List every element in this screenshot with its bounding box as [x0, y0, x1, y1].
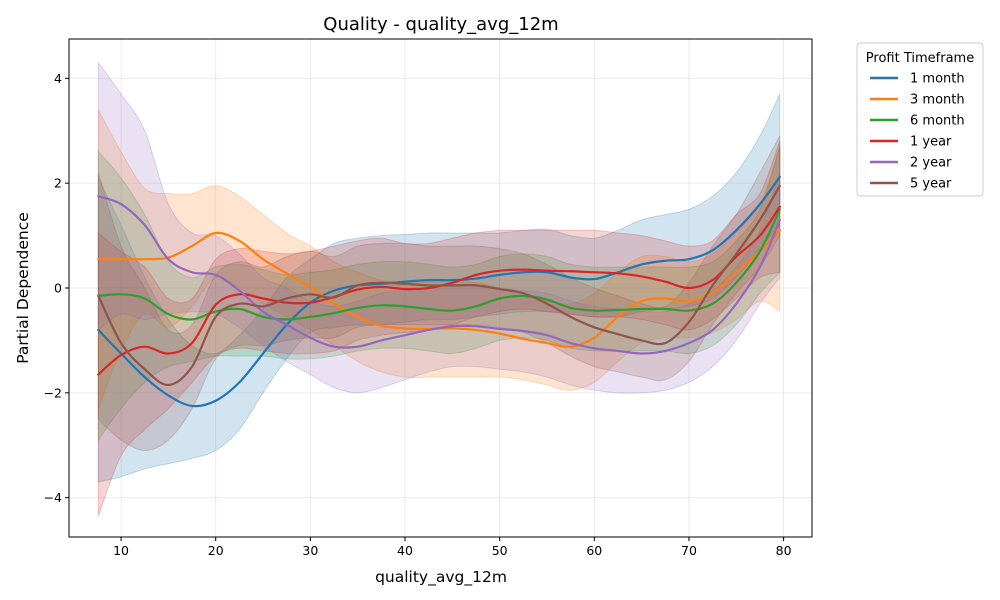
series-line-6-month: [97, 208, 781, 321]
x-tick-label: 40: [397, 543, 413, 558]
legend-title: Profit Timeframe: [866, 51, 974, 66]
series-line-5-year: [97, 184, 781, 387]
y-axis-ticks: −4 −2 0 2 4: [44, 71, 69, 505]
x-axis-ticks: 10 20 30 40 50 60 70 80: [113, 537, 792, 558]
series-line-1-month: [97, 175, 781, 408]
y-tick-label: −4: [44, 490, 62, 505]
y-tick-label: −2: [44, 385, 62, 400]
y-tick-label: 0: [54, 281, 62, 296]
legend-frame: [856, 42, 984, 197]
series-lines: [97, 175, 781, 408]
x-tick-label: 80: [776, 543, 792, 558]
x-tick-label: 30: [302, 543, 318, 558]
x-tick-label: 20: [208, 543, 224, 558]
legend-label: 5 year: [910, 177, 952, 192]
y-tick-label: 2: [54, 176, 62, 191]
confidence-bands: [97, 61, 781, 517]
legend-label: 1 month: [910, 72, 965, 87]
x-tick-label: 70: [681, 543, 697, 558]
x-tick-label: 60: [586, 543, 602, 558]
confidence-band-3-month: [97, 109, 781, 409]
series-line-2-year: [97, 195, 781, 355]
confidence-band-1-month: [97, 93, 781, 483]
x-axis-title: quality_avg_12m: [375, 568, 507, 587]
legend-label: 6 month: [910, 114, 965, 129]
y-tick-label: 4: [54, 71, 62, 86]
legend-label: 3 month: [910, 93, 965, 108]
legend-label: 1 year: [910, 135, 952, 150]
x-tick-label: 10: [113, 543, 129, 558]
x-tick-label: 50: [492, 543, 508, 558]
legend-label: 2 year: [910, 156, 952, 171]
confidence-band-1-year: [97, 141, 781, 517]
chart-title: Quality - quality_avg_12m: [323, 14, 558, 35]
legend-items: 1 month 3 month 6 month 1 year 2 year 5 year: [870, 72, 965, 192]
y-axis-title: Partial Dependence: [14, 212, 32, 364]
